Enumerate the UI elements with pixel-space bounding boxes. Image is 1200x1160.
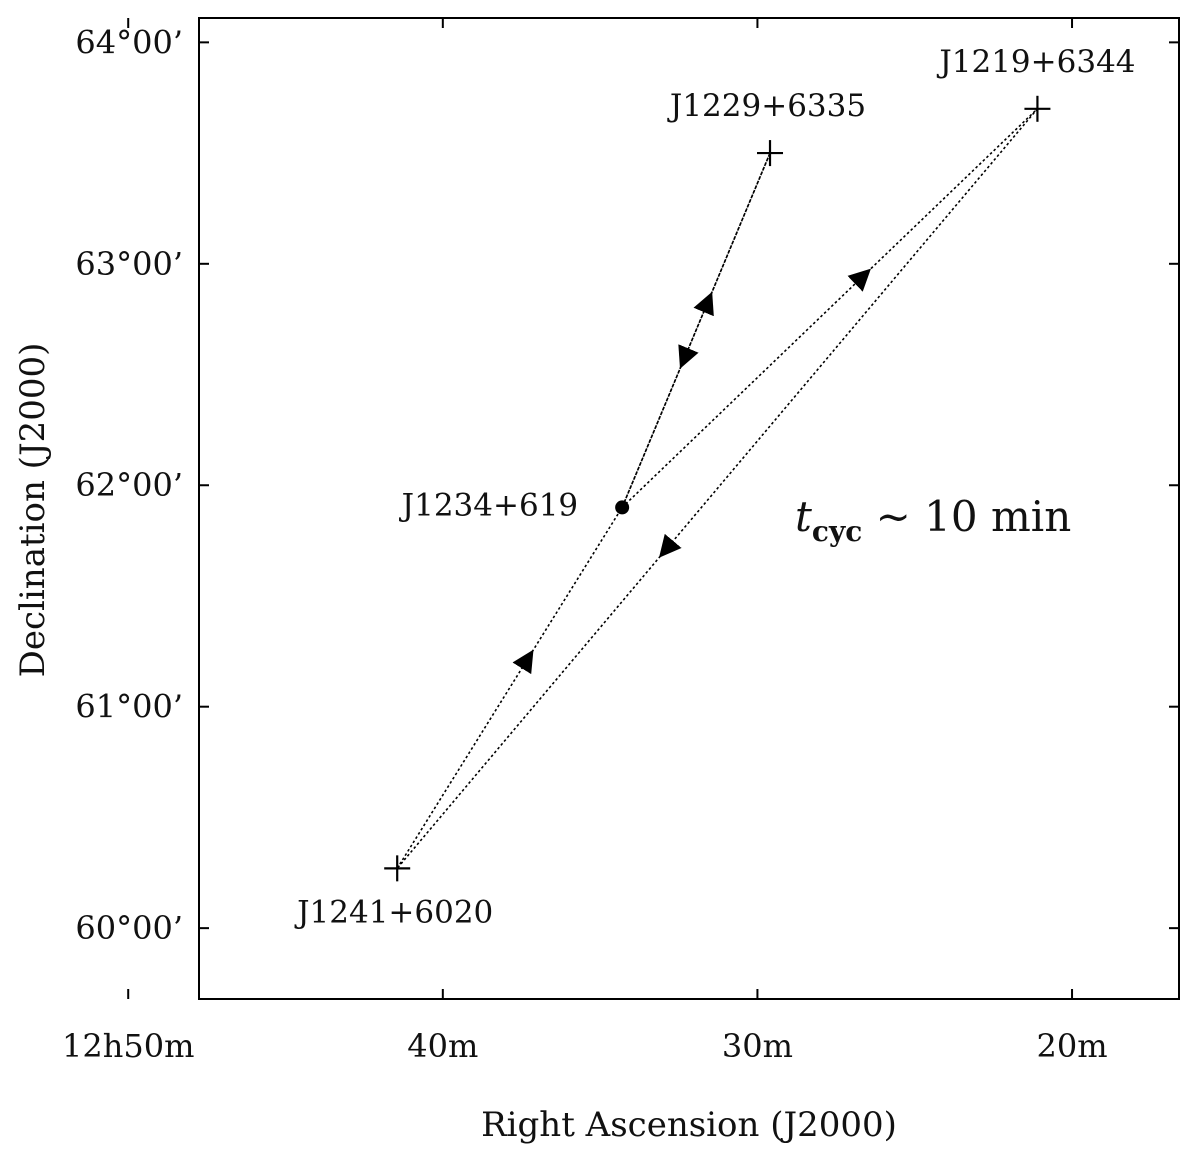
calibrator-plus-marker (384, 855, 411, 882)
annotation-subscript: cyc (812, 515, 862, 548)
source-markers (384, 95, 1051, 882)
scan-path-segment (621, 152, 771, 508)
y-axis-title: Declination (J2000) (13, 343, 53, 678)
scan-path-segment (396, 506, 623, 869)
x-tick-label: 30m (722, 1027, 793, 1065)
target-source-dot (615, 500, 630, 515)
x-tick-label: 12h50m (62, 1027, 194, 1065)
y-tick-label: 64°00’ (75, 23, 183, 61)
y-tick-label: 63°00’ (75, 245, 183, 283)
x-tick-label: 40m (407, 1027, 478, 1065)
calibrator-plus-marker (1024, 95, 1051, 122)
scan-paths (396, 108, 1039, 869)
y-tick-label: 61°00’ (75, 688, 183, 726)
source-label: J1219+6344 (936, 44, 1135, 80)
source-label: J1234+619 (399, 487, 578, 523)
annotation-t: t (795, 492, 812, 541)
y-tick-label: 60°00’ (75, 909, 183, 947)
cycle-time-annotation: tcyc ~ 10 min (795, 492, 1071, 548)
source-label: J1229+6335 (667, 88, 866, 124)
axis-tick-labels: 12h50m 40m 30m 20m 60°00’ 61°00’ 62°00’ 63°00’ 6… (62, 23, 1108, 1065)
plot-frame (198, 17, 1180, 1000)
source-labels: J1234+619 J1229+6335 J1219+6344 J1241+6020 (294, 44, 1135, 931)
calibrator-plus-marker (757, 140, 784, 167)
x-axis-title: Right Ascension (J2000) (481, 1105, 897, 1145)
axis-ticks (127, 18, 1179, 999)
scan-path-segment (396, 108, 1039, 869)
annotation-rest: ~ 10 min (862, 492, 1071, 541)
x-tick-label: 20m (1037, 1027, 1108, 1065)
scan-path-segment (621, 108, 1038, 508)
source-label: J1241+6020 (294, 894, 493, 930)
y-tick-label: 62°00’ (75, 466, 183, 504)
